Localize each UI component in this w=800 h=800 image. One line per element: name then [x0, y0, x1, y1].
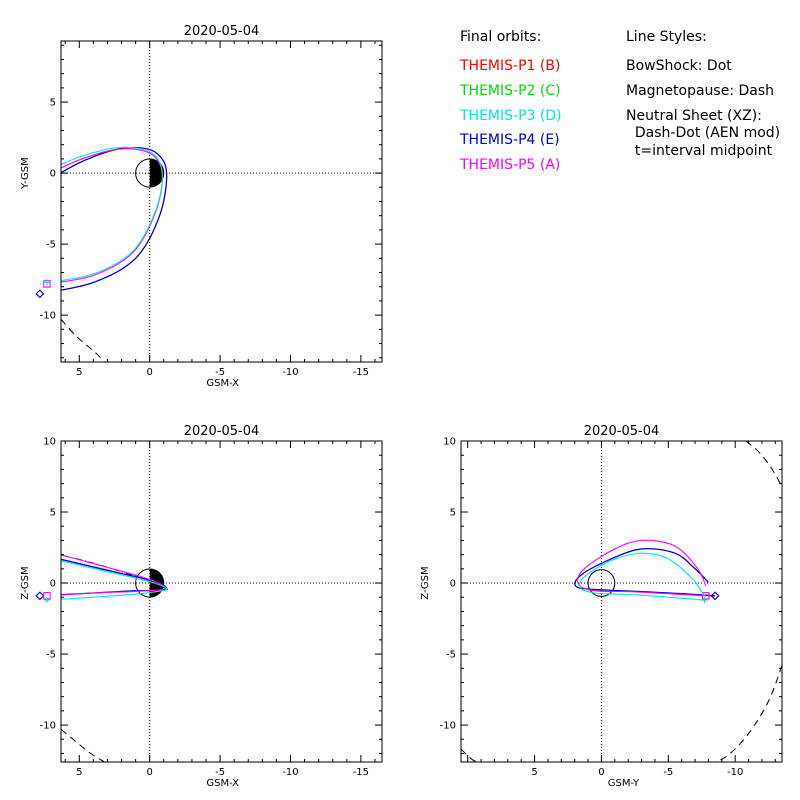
- orbit-end-marker-themis-p4-e: [35, 591, 45, 601]
- y-tick-label: 5: [450, 508, 456, 519]
- legend-style-magnetopause: Magnetopause: Dash: [626, 83, 774, 99]
- x-axis-label: GSM-X: [206, 378, 239, 389]
- x-axis-label: GSM-X: [206, 778, 239, 789]
- x-axis-label: GSM-Y: [608, 778, 640, 789]
- y-axis-label: Y-GSM: [20, 157, 31, 190]
- legend-orbit-p2: THEMIS-P2 (C): [459, 83, 561, 99]
- legend: Final orbits: THEMIS-P1 (B) THEMIS-P2 (C…: [459, 29, 780, 173]
- legend-orbit-p4: THEMIS-P4 (E): [459, 132, 560, 148]
- earth-icon: [587, 569, 616, 597]
- plot-frame: [60, 40, 383, 363]
- orbit-line-themis-p5-a: [577, 539, 707, 597]
- legend-orbit-p3: THEMIS-P3 (D): [459, 108, 562, 124]
- y-tick-label: -10: [440, 721, 456, 732]
- y-tick-label: 10: [43, 437, 56, 448]
- y-tick-label: 10: [443, 437, 456, 448]
- y-tick-label: 5: [50, 98, 56, 109]
- y-tick-label: -5: [46, 240, 56, 251]
- orbit-line-themis-p3-d: [61, 146, 163, 282]
- panel-yz-plot: 2020-05-04 5 0 -5 -10 10 5 0 -5 -10 GSM-Y Z-GSM: [420, 424, 783, 789]
- y-tick-label: -10: [40, 311, 56, 322]
- y-axis-label: Z-GSM: [20, 566, 31, 599]
- x-tick-label: 0: [147, 767, 153, 778]
- minor-ticks: [461, 440, 782, 762]
- orbit-line-themis-p3-d: [61, 560, 168, 600]
- x-tick-label: 5: [76, 767, 82, 778]
- x-tick-label: -10: [727, 767, 743, 778]
- y-tick-label: 0: [50, 169, 56, 180]
- x-tick-label: -15: [353, 767, 369, 778]
- plot-frame: [460, 440, 783, 763]
- x-tick-label: -5: [663, 767, 673, 778]
- panel-title: 2020-05-04: [584, 424, 660, 439]
- orbit-end-marker-themis-p3-d: [43, 596, 51, 604]
- orbit-line-themis-p5-a: [61, 148, 163, 283]
- x-tick-label: 5: [76, 367, 82, 378]
- orbit-end-marker-themis-p4-e: [710, 591, 720, 601]
- minor-ticks: [61, 440, 382, 762]
- legend-orbit-p1: THEMIS-P1 (B): [459, 58, 560, 74]
- legend-orbit-p5: THEMIS-P5 (A): [459, 157, 560, 173]
- legend-style-midpoint: t=interval midpoint: [626, 143, 773, 159]
- orbit-line-themis-p4-e: [574, 547, 716, 597]
- y-tick-label: -5: [446, 650, 456, 661]
- orbit-line-themis-p4-e: [61, 558, 168, 596]
- magnetopause-line: [61, 728, 105, 762]
- orbit-end-marker-themis-p4-e: [35, 289, 45, 299]
- x-tick-label: -5: [215, 767, 225, 778]
- panel-title: 2020-05-04: [184, 424, 260, 439]
- magnetopause-line: [61, 319, 105, 362]
- magnetopause-line: [714, 665, 782, 762]
- y-tick-label: -10: [40, 721, 56, 732]
- panel-xz-plot: 2020-05-04 5 0 -5 -10 -15 10 5 0 -5 -10 GSM-X Z-GSM: [20, 424, 383, 789]
- x-tick-label: 0: [147, 367, 153, 378]
- x-tick-label: 5: [531, 767, 537, 778]
- panel-title: 2020-05-04: [184, 24, 260, 39]
- magnetopause-line: [745, 441, 782, 487]
- orbit-end-marker-themis-p5-a: [702, 592, 710, 600]
- orbit-line-themis-p4-e: [61, 146, 168, 291]
- y-tick-label: 0: [50, 579, 56, 590]
- legend-style-dashdot: Dash-Dot (AEN mod): [626, 125, 780, 141]
- legend-styles-title: Line Styles:: [626, 29, 707, 45]
- minor-ticks: [61, 41, 382, 362]
- y-tick-label: 0: [450, 579, 456, 590]
- y-axis-label: Z-GSM: [420, 566, 431, 599]
- y-tick-label: -5: [46, 650, 56, 661]
- plot-frame: [60, 440, 383, 763]
- orbit-end-marker-themis-p3-d: [43, 279, 51, 286]
- x-tick-label: -15: [353, 367, 369, 378]
- x-tick-label: -10: [282, 367, 298, 378]
- magnetopause-line: [461, 748, 478, 762]
- x-tick-label: -5: [215, 367, 225, 378]
- panel-xy-plot: 2020-05-04 5 0 -5 -10 -15 -10 -5 0 5 GSM-X Y-GSM: [20, 24, 383, 389]
- orbit-line-themis-p3-d: [578, 552, 705, 601]
- legend-style-neutral-sheet: Neutral Sheet (XZ):: [626, 108, 762, 124]
- x-tick-label: -10: [282, 767, 298, 778]
- orbit-end-marker-themis-p3-d: [701, 596, 708, 604]
- legend-orbits-title: Final orbits:: [460, 29, 541, 45]
- x-tick-label: 0: [598, 767, 604, 778]
- legend-style-bowshock: BowShock: Dot: [626, 58, 732, 74]
- orbit-line-themis-p5-a: [61, 554, 168, 596]
- y-tick-label: 5: [50, 508, 56, 519]
